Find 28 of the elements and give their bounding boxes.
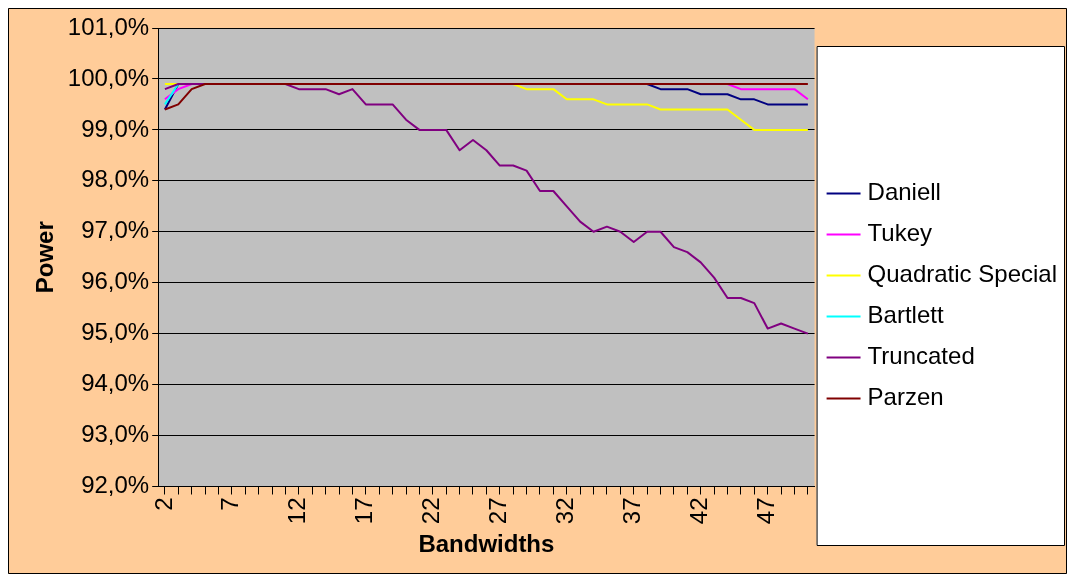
x-tick-label: 17 — [350, 497, 378, 525]
y-tick-label: 98,0% — [81, 165, 150, 193]
x-axis-title: Bandwidths — [418, 530, 555, 558]
legend-label: Truncated — [867, 342, 975, 370]
x-tick-label: 32 — [551, 497, 579, 525]
legend-label: Bartlett — [867, 301, 944, 329]
x-tick-label: 7 — [216, 497, 244, 511]
y-tick-label: 97,0% — [81, 216, 150, 244]
legend-label: Daniell — [867, 178, 941, 206]
x-tick-label: 22 — [417, 497, 445, 525]
y-tick-label: 99,0% — [81, 114, 150, 142]
x-tick-label: 42 — [685, 497, 713, 525]
x-tick-label: 37 — [618, 497, 646, 525]
legend-label: Quadratic Special — [867, 260, 1057, 288]
x-tick-label: 47 — [752, 497, 780, 525]
y-tick-label: 96,0% — [81, 267, 150, 295]
y-tick-label: 94,0% — [81, 369, 150, 397]
y-axis-title: Power — [31, 221, 59, 294]
x-tick-label: 2 — [149, 497, 177, 511]
x-tick-label: 12 — [283, 497, 311, 525]
y-tick-label: 93,0% — [81, 420, 150, 448]
y-tick-label: 101,0% — [67, 12, 150, 40]
legend-label: Parzen — [867, 383, 944, 411]
y-tick-label: 92,0% — [81, 471, 150, 499]
x-tick-label: 27 — [484, 497, 512, 525]
legend-label: Tukey — [867, 219, 933, 247]
y-tick-label: 100,0% — [67, 63, 150, 91]
y-tick-label: 95,0% — [81, 318, 150, 346]
